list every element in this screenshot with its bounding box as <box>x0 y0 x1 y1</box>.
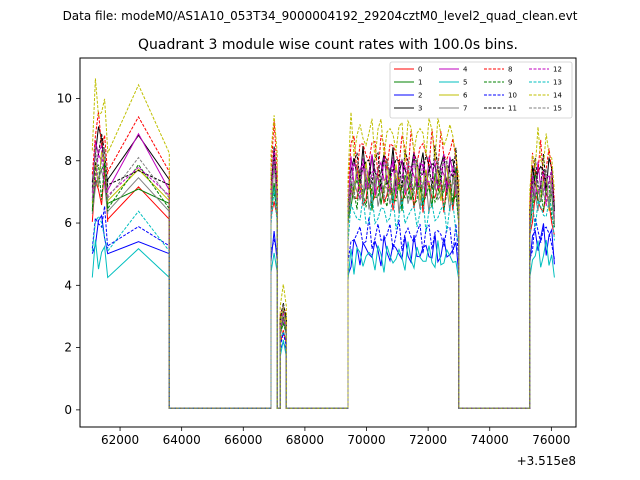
legend-label-7: 7 <box>463 105 467 113</box>
x-tick-label: 76000 <box>532 433 570 447</box>
x-tick-label: 72000 <box>409 433 447 447</box>
legend-label-14: 14 <box>553 92 562 100</box>
legend-label-13: 13 <box>553 79 562 87</box>
y-tick-label: 4 <box>64 278 72 292</box>
legend-label-12: 12 <box>553 66 562 74</box>
legend-label-5: 5 <box>463 79 467 87</box>
y-tick-label: 2 <box>64 341 72 355</box>
legend-label-15: 15 <box>553 105 562 113</box>
series-line-14 <box>91 78 555 409</box>
series-line-3 <box>91 126 555 409</box>
series-line-1 <box>91 162 555 409</box>
series-line-5 <box>91 239 555 409</box>
x-tick-label: 64000 <box>163 433 201 447</box>
legend-label-6: 6 <box>463 92 468 100</box>
plot-frame <box>79 57 577 428</box>
series-line-0 <box>91 168 555 409</box>
legend-box <box>389 61 573 119</box>
x-tick-label: 74000 <box>471 433 509 447</box>
data-file-suptitle: Data file: modeM0/AS1A10_053T34_90000041… <box>63 9 578 23</box>
x-tick-label: 66000 <box>224 433 262 447</box>
series-line-15 <box>91 146 555 409</box>
legend-label-9: 9 <box>508 79 512 87</box>
chart-title: Quadrant 3 module wise count rates with … <box>138 37 518 53</box>
series-line-13 <box>91 187 555 409</box>
y-axis: 0 2 4 6 8 10 <box>57 91 80 417</box>
y-tick-label: 6 <box>64 216 72 230</box>
series-line-7 <box>91 158 555 409</box>
y-tick-label: 10 <box>57 91 72 105</box>
legend-label-2: 2 <box>418 92 422 100</box>
series-line-10 <box>91 206 555 409</box>
legend-label-3: 3 <box>418 105 422 113</box>
legend-label-8: 8 <box>508 66 512 74</box>
legend-label-10: 10 <box>508 92 517 100</box>
x-offset-label: +3.515e8 <box>517 454 576 468</box>
legend-label-11: 11 <box>508 105 517 113</box>
series-lines <box>91 78 555 409</box>
x-tick-label: 70000 <box>347 433 385 447</box>
legend-label-1: 1 <box>418 79 422 87</box>
legend-label-0: 0 <box>418 66 422 74</box>
legend-label-4: 4 <box>463 66 468 74</box>
series-line-2 <box>91 214 555 409</box>
x-axis: 62000 64000 66000 68000 70000 72000 74000 76000 <box>101 427 570 447</box>
series-line-8 <box>91 111 555 409</box>
series-line-4 <box>91 132 555 409</box>
series-line-6 <box>91 150 555 409</box>
series-line-12 <box>91 145 555 409</box>
x-tick-label: 68000 <box>286 433 324 447</box>
x-tick-label: 62000 <box>101 433 139 447</box>
y-tick-label: 0 <box>64 403 72 417</box>
y-tick-label: 8 <box>64 154 72 168</box>
